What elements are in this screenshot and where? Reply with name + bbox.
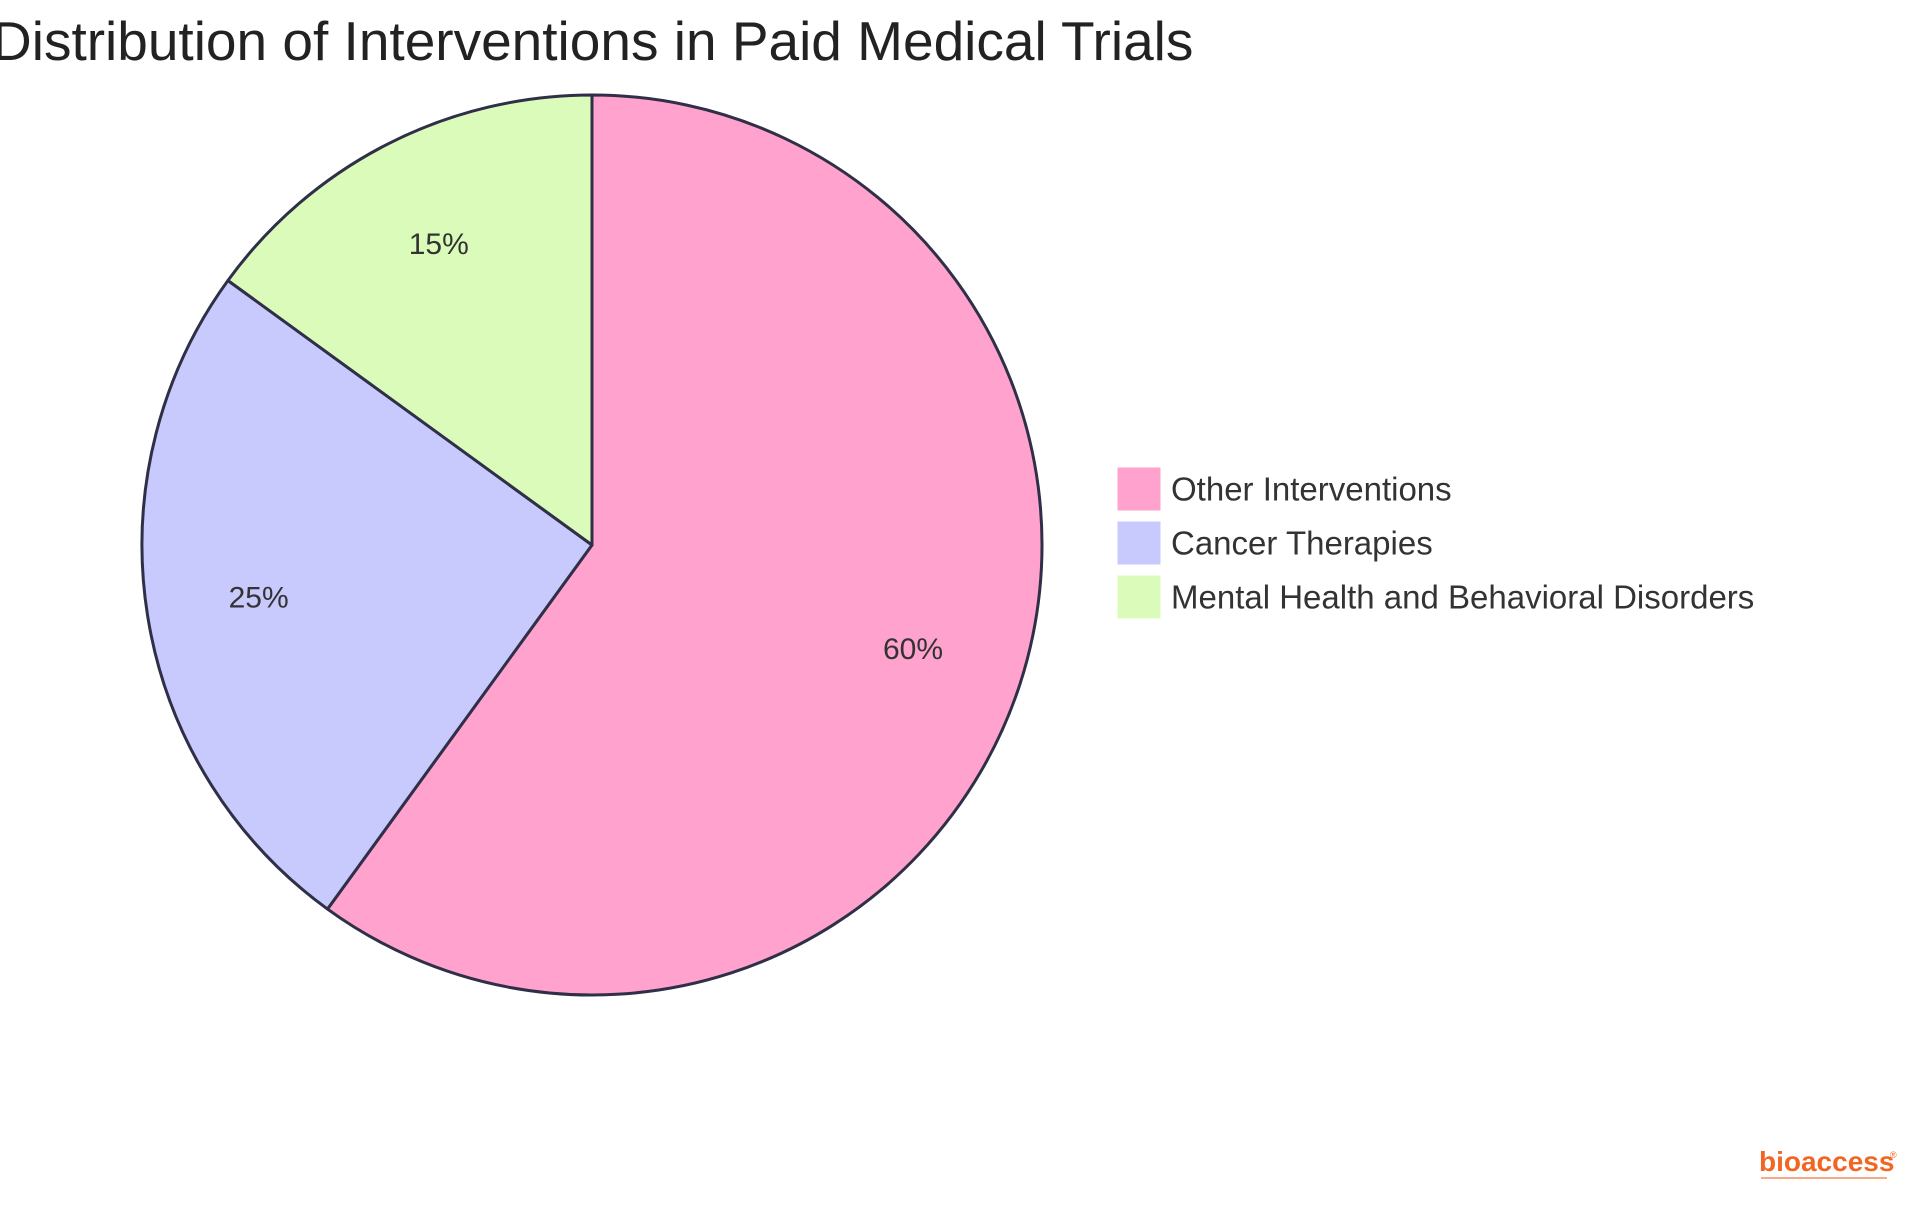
- legend-label-mental-health-and-behavioral-disorders: Mental Health and Behavioral Disorders: [1171, 579, 1754, 616]
- pie-slice-mental-health-and-behavioral-disorders: [226, 93, 594, 547]
- pie-slice-cancer-therapies: [140, 278, 594, 911]
- logo-tagline-mark: [1761, 1177, 1887, 1179]
- chart-title: Distribution of Interventions in Paid Me…: [0, 10, 1193, 72]
- legend-swatch-mental-health-and-behavioral-disorders: [1116, 574, 1162, 620]
- pie-slice-other-interventions: [325, 93, 1044, 997]
- logo-registered-mark: ®: [1890, 1150, 1897, 1160]
- pie-slices: [140, 93, 1044, 997]
- slice-label-mental-health-and-behavioral-disorders: 15%: [409, 228, 469, 261]
- slice-label-cancer-therapies: 25%: [229, 581, 289, 614]
- legend-swatch-other-interventions: [1116, 466, 1162, 512]
- legend-label-cancer-therapies: Cancer Therapies: [1171, 525, 1433, 562]
- legend-swatch-cancer-therapies: [1116, 520, 1162, 566]
- legend: Other Interventions Cancer Therapies Menta…: [1116, 466, 1754, 620]
- slice-labels: 60% 25% 15%: [229, 228, 943, 666]
- logo-text: bioaccess: [1759, 1146, 1894, 1177]
- legend-label-other-interventions: Other Interventions: [1171, 471, 1452, 508]
- slice-label-other-interventions: 60%: [883, 633, 943, 666]
- bioaccess-logo: bioaccess ®: [1759, 1146, 1897, 1179]
